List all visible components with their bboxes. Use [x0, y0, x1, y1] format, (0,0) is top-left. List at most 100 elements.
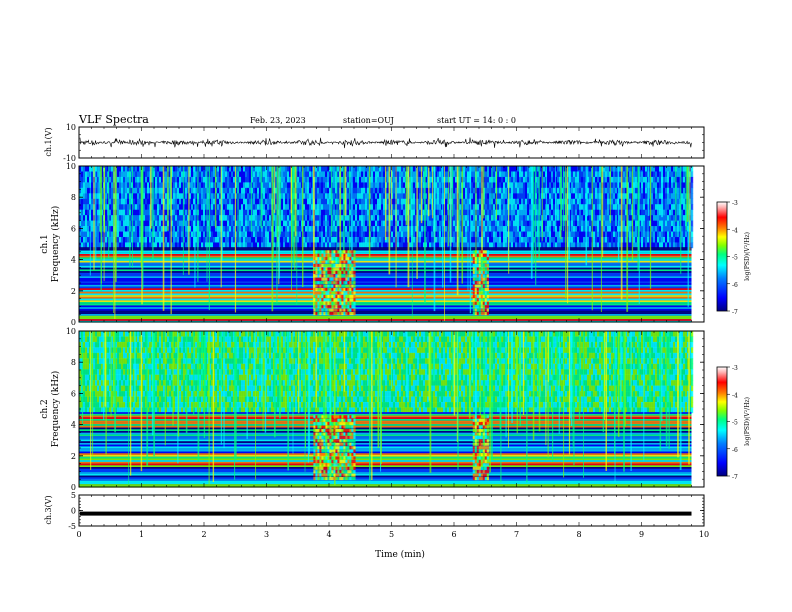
- spectrogram-cell: [615, 182, 618, 189]
- spectrogram-sferic: [409, 166, 411, 221]
- spectrogram-cell: [525, 220, 528, 227]
- spectrogram-cell: [431, 242, 434, 249]
- spectrogram-cell: [519, 209, 522, 216]
- spectrogram-cell: [381, 236, 384, 243]
- spectrogram-cell: [337, 242, 340, 249]
- spectrogram-cell: [477, 166, 480, 172]
- spectrogram-cell: [321, 176, 324, 183]
- spectrogram-cell: [367, 171, 370, 178]
- spectrogram-cell: [297, 209, 300, 216]
- spectrogram-cell: [375, 182, 378, 189]
- spectrogram-cell: [471, 209, 474, 216]
- spectrogram-cell: [559, 166, 562, 172]
- spectrogram-cell: [323, 182, 326, 189]
- spectrogram-cell: [625, 198, 628, 205]
- spectrogram-cell: [501, 187, 504, 194]
- spectrogram-cell: [185, 204, 188, 210]
- spectrogram-cell: [577, 171, 580, 178]
- spectrogram-cell: [153, 236, 156, 243]
- spectrogram-cell: [283, 166, 286, 172]
- spectrogram-cell: [691, 198, 694, 205]
- spectrogram-cell: [429, 171, 432, 178]
- spectrogram-cell: [625, 226, 628, 232]
- spectrogram-cell: [185, 215, 188, 221]
- spectrogram-cell: [499, 215, 502, 221]
- spectrogram-cell: [153, 166, 156, 172]
- spectrogram-sferic: [99, 166, 101, 233]
- spectrogram-cell: [371, 204, 374, 210]
- spectrogram-cell: [211, 187, 214, 194]
- spectrogram-cell: [239, 215, 242, 221]
- spectrogram-cell: [121, 182, 124, 189]
- spectrogram-cell: [317, 242, 320, 249]
- spectrogram-cell: [579, 204, 582, 210]
- spectrogram-cell: [193, 182, 196, 189]
- spectrogram-cell: [425, 182, 428, 189]
- spectrogram-cell: [599, 193, 602, 200]
- spectrogram-cell: [171, 204, 174, 210]
- spectrogram-cell: [337, 231, 340, 238]
- spectrogram-cell: [185, 236, 188, 243]
- spectrogram-cell: [669, 166, 672, 172]
- spectrogram-cell: [673, 182, 676, 189]
- spectrogram-cell: [121, 215, 124, 221]
- spectrogram-cell: [153, 209, 156, 216]
- spectrogram-cell: [511, 187, 514, 194]
- spectrogram-cell: [445, 231, 448, 238]
- spectrogram-cell: [257, 198, 260, 205]
- spectrogram-cell: [553, 209, 556, 216]
- spectrogram-cell: [593, 193, 596, 200]
- spectrogram-cell: [225, 215, 228, 221]
- spectrogram-cell: [683, 220, 686, 227]
- spectrogram-cell: [97, 209, 100, 216]
- spectrogram-cell: [681, 166, 684, 172]
- spectrogram-cell: [555, 231, 558, 238]
- spectrogram-cell: [645, 176, 648, 183]
- spectrogram-cell: [357, 166, 360, 172]
- spectrogram-cell: [551, 204, 554, 210]
- spectrogram-cell: [239, 198, 242, 205]
- spectrogram-sferic: [456, 166, 459, 296]
- spectrogram-cell: [497, 231, 500, 238]
- spectrogram-cell: [207, 220, 210, 227]
- spectrogram-cell: [159, 226, 162, 232]
- spectrogram-cell: [589, 215, 592, 221]
- spectrogram-band: [79, 252, 692, 254]
- spectrogram-cell: [241, 176, 244, 183]
- spectrogram-cell: [445, 176, 448, 183]
- spectrogram-cell: [691, 193, 694, 200]
- spectrogram-cell: [325, 242, 328, 249]
- spectrogram-cell: [577, 193, 580, 200]
- spectrogram-emission: [315, 298, 318, 302]
- spectrogram-cell: [329, 187, 332, 194]
- spectrogram-cell: [151, 193, 154, 200]
- spectrogram-cell: [583, 226, 586, 232]
- spectrogram-cell: [97, 220, 100, 227]
- spectrogram-cell: [127, 198, 130, 205]
- spectrogram-cell: [403, 226, 406, 232]
- spectrogram-cell: [101, 236, 104, 243]
- spectrogram-emission: [313, 305, 316, 309]
- spectrogram-cell: [203, 176, 206, 183]
- spectrogram-cell: [341, 236, 344, 243]
- spectrogram-cell: [253, 242, 256, 249]
- spectrogram-cell: [245, 204, 248, 210]
- spectrogram-cell: [587, 226, 590, 232]
- spectrogram-cell: [399, 231, 402, 238]
- spectrogram-cell: [501, 176, 504, 183]
- spectrogram-cell: [239, 187, 242, 194]
- spectrogram-cell: [679, 226, 682, 232]
- spectrogram-cell: [459, 209, 462, 216]
- spectrogram-cell: [651, 198, 654, 205]
- spectrogram-cell: [629, 231, 632, 238]
- spectrogram-cell: [425, 209, 428, 216]
- spectrogram-cell: [223, 215, 226, 221]
- spectrogram-cell: [223, 187, 226, 194]
- spectrogram-cell: [429, 209, 432, 216]
- spectrogram-cell: [179, 215, 182, 221]
- spectrogram-cell: [639, 242, 642, 249]
- spectrogram-cell: [605, 176, 608, 183]
- spectrogram-cell: [219, 220, 222, 227]
- spectrogram-cell: [509, 231, 512, 238]
- spectrogram-cell: [661, 226, 664, 232]
